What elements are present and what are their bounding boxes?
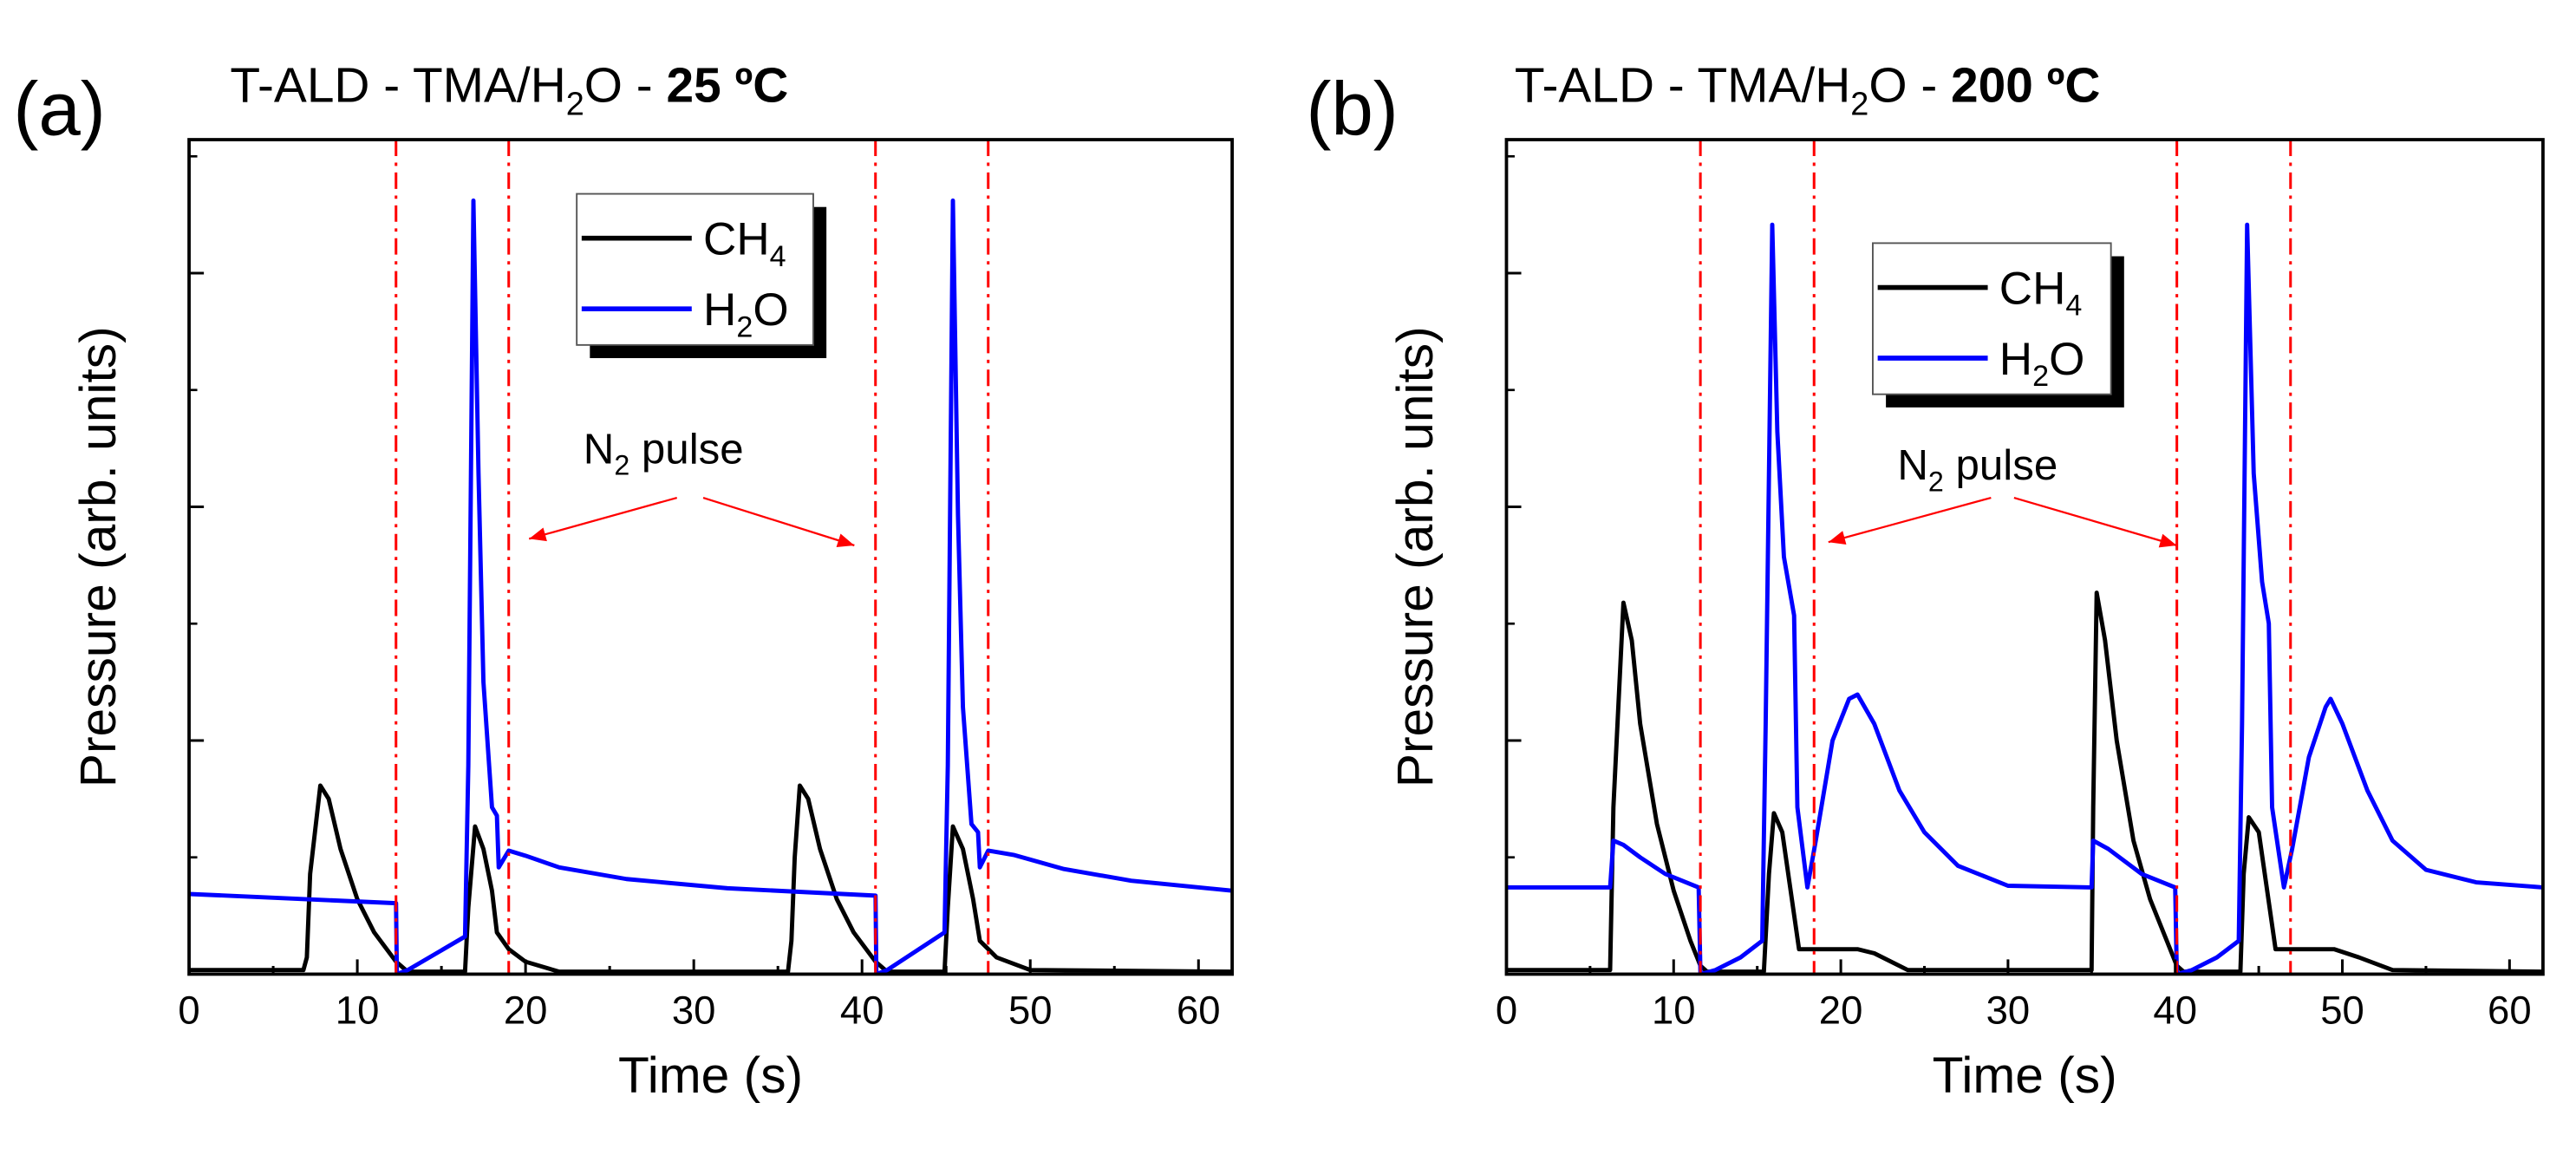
series-line-ch4 bbox=[1506, 591, 2543, 975]
legend-text: H bbox=[1999, 334, 2032, 385]
title-text: T-ALD - TMA/H bbox=[230, 58, 565, 113]
title-temperature: 25 ºC bbox=[667, 58, 789, 113]
annotation-arrow bbox=[2013, 496, 2177, 547]
panel-a: (a) T-ALD - TMA/H2O - 25 ºC0 10 20 30 40 50 60T… bbox=[13, 58, 1234, 1104]
legend-text: CH bbox=[703, 214, 770, 265]
annotation-text: pulse bbox=[1944, 441, 2058, 489]
annotation-text: pulse bbox=[629, 425, 743, 473]
legend-subscript: 2 bbox=[736, 310, 753, 343]
annotation-arrow bbox=[702, 496, 855, 547]
arrowhead bbox=[836, 533, 855, 547]
x-tick-label: 0 bbox=[1496, 988, 1517, 1032]
x-tick-label: 60 bbox=[1177, 988, 1221, 1032]
legend-text: H bbox=[703, 284, 736, 336]
y-axis-label: Pressure (arb. units) bbox=[1387, 326, 1444, 787]
panel-title: T-ALD - TMA/H2O - 200 ºC bbox=[1515, 58, 2101, 122]
title-subscript: 2 bbox=[566, 87, 584, 123]
x-tick-label: 50 bbox=[2320, 988, 2364, 1032]
annotation-subscript: 2 bbox=[1928, 466, 1944, 497]
legend-subscript: 4 bbox=[2065, 290, 2082, 323]
x-axis-label: Time (s) bbox=[1933, 1047, 2117, 1104]
arrowhead bbox=[529, 527, 547, 542]
x-tick-label: 30 bbox=[1986, 988, 2031, 1032]
x-tick-label: 50 bbox=[1008, 988, 1053, 1032]
panel-b: (b) T-ALD - TMA/H2O - 200 ºC0 10 20 30 40 50 60… bbox=[1306, 58, 2545, 1104]
annotation-text: N bbox=[584, 425, 615, 473]
legend-label: H2O bbox=[1999, 334, 2085, 393]
arrowhead bbox=[2158, 533, 2177, 548]
y-axis-label: Pressure (arb. units) bbox=[70, 326, 127, 787]
x-tick-label: 10 bbox=[1652, 988, 1696, 1032]
x-tick-label: 20 bbox=[1819, 988, 1863, 1032]
legend-text: CH bbox=[1999, 263, 2066, 314]
x-tick-label: 0 bbox=[178, 988, 199, 1032]
legend-box bbox=[576, 192, 814, 346]
legend-label: H2O bbox=[703, 284, 789, 343]
x-tick-label: 20 bbox=[504, 988, 548, 1032]
series-line-ch4 bbox=[189, 783, 1233, 975]
annotation-arrow bbox=[1828, 496, 1992, 544]
panel-label: (b) bbox=[1306, 67, 1398, 151]
plot-frame bbox=[1504, 138, 2545, 976]
annotation-subscript: 2 bbox=[614, 450, 629, 481]
x-tick-label: 30 bbox=[672, 988, 716, 1032]
panel-title: T-ALD - TMA/H2O - 25 ºC bbox=[230, 58, 788, 122]
annotation-arrow bbox=[528, 496, 678, 540]
legend-label: CH4 bbox=[703, 214, 786, 273]
x-tick-label: 40 bbox=[840, 988, 884, 1032]
legend-text: O bbox=[2049, 334, 2084, 385]
x-tick-label: 40 bbox=[2153, 988, 2197, 1032]
n2-pulse-annotation: N2 pulse bbox=[584, 425, 744, 480]
legend-box bbox=[1872, 242, 2112, 395]
legend-subscript: 4 bbox=[770, 240, 786, 273]
plot-frame bbox=[187, 138, 1234, 976]
legend-subscript: 2 bbox=[2032, 360, 2049, 393]
title-temperature: 200 ºC bbox=[1951, 58, 2100, 113]
series-line-h2o bbox=[189, 198, 1233, 975]
x-tick-label: 60 bbox=[2488, 988, 2532, 1032]
series-line-h2o bbox=[1506, 222, 2543, 975]
title-text: O - bbox=[584, 58, 667, 113]
legend-text: O bbox=[753, 284, 788, 336]
panel-label: (a) bbox=[13, 67, 105, 151]
arrowhead bbox=[1828, 531, 1847, 545]
x-tick-label: 10 bbox=[336, 988, 380, 1032]
title-subscript: 2 bbox=[1850, 87, 1868, 123]
title-text: T-ALD - TMA/H bbox=[1515, 58, 1850, 113]
x-axis-label: Time (s) bbox=[618, 1047, 803, 1104]
title-text: O - bbox=[1868, 58, 1951, 113]
n2-pulse-annotation: N2 pulse bbox=[1897, 441, 2058, 497]
legend-label: CH4 bbox=[1999, 263, 2083, 322]
annotation-text: N bbox=[1897, 441, 1928, 489]
